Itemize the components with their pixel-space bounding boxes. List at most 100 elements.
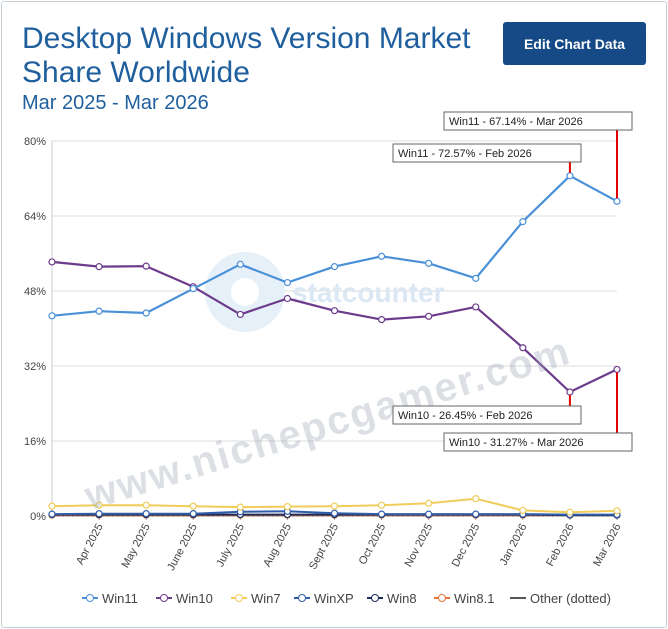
data-point-winxp: [95, 510, 103, 518]
annotation-label: Win11 - 72.57% - Feb 2026: [398, 148, 532, 160]
x-tick-label: Oct 2025: [357, 522, 389, 567]
data-point-win11: [330, 263, 339, 271]
legend-marker-icon: [160, 594, 168, 602]
legend-swatch-icon: [231, 593, 247, 603]
annotation-box: [443, 111, 633, 131]
x-tick-label: June 2025: [165, 522, 200, 573]
annotations: Win11 - 67.14% - Mar 2026 Win11 - 72.57% …: [392, 111, 633, 452]
data-point-win10: [236, 310, 244, 319]
data-point-win10: [95, 263, 103, 271]
data-point-win10: [472, 303, 480, 311]
data-point-winxp: [425, 510, 433, 518]
annotation-label: Win11 - 67.14% - Mar 2026: [449, 116, 583, 128]
data-point-winxp: [330, 509, 339, 517]
data-point-win7: [377, 501, 386, 509]
data-point-win7: [189, 502, 197, 510]
data-point-win7: [142, 501, 150, 509]
data-point-win10: [377, 315, 386, 324]
legend-marker-icon: [235, 594, 243, 602]
legend-item-win8-1[interactable]: Win8.1: [434, 588, 494, 608]
data-point-win11: [283, 278, 292, 287]
data-point-win11: [236, 260, 244, 268]
annotation-label: Win10 - 31.27% - Mar 2026: [449, 437, 584, 449]
page-title: Desktop Windows Version Market Share Wor…: [22, 22, 471, 89]
data-point-win7: [519, 506, 527, 514]
legend-label: WinXP: [314, 590, 354, 606]
y-tick-label: 48%: [24, 286, 46, 298]
data-point-win7: [48, 502, 56, 510]
legend-item-win7[interactable]: Win7: [231, 588, 281, 608]
line-chart: statcounter 0% 16% 32% 48% 64% 80% Apr 2025 May…: [24, 111, 633, 573]
legend-marker-icon: [371, 594, 379, 602]
legend-label: Win10: [176, 590, 213, 606]
y-tick-label: 32%: [24, 361, 46, 373]
x-tick-label: Feb 2026: [544, 522, 576, 569]
legend-item-win8[interactable]: Win8: [367, 588, 417, 608]
data-point-win7: [613, 507, 621, 515]
y-tick-label: 16%: [24, 436, 46, 448]
y-tick-label: 64%: [24, 211, 46, 223]
data-point-winxp: [142, 510, 150, 518]
legend-item-other-dotted[interactable]: Other (dotted): [510, 588, 611, 608]
statcounter-logo-center: [231, 278, 259, 306]
data-point-win11: [472, 274, 480, 282]
data-point-win7: [283, 503, 292, 511]
data-point-win10: [48, 258, 56, 266]
chart-legend: Win11 Win10 Win7 WinXP Win8 Win8.1 Other (dott…: [0, 588, 668, 608]
data-point-win7: [472, 495, 480, 503]
legend-item-win11[interactable]: Win11: [82, 588, 138, 608]
data-point-win10: [519, 344, 527, 352]
x-tick-label: July 2025: [214, 522, 247, 569]
data-point-win11: [48, 312, 56, 320]
data-point-win11: [377, 252, 386, 260]
data-point-win10: [330, 307, 339, 315]
data-point-win10: [283, 294, 292, 303]
x-tick-label: Nov 2025: [403, 522, 436, 569]
data-point-win11: [519, 218, 527, 226]
x-tick-label: Sept 2025: [307, 522, 341, 572]
annotation-label: Win10 - 26.45% - Feb 2026: [398, 410, 533, 422]
x-tick-label: May 2025: [120, 522, 153, 570]
x-tick-label: Mar 2026: [591, 522, 623, 569]
legend-swatch-icon: [156, 593, 172, 603]
data-point-win7: [236, 503, 244, 511]
data-point-win11: [189, 285, 197, 293]
data-point-win7: [566, 508, 574, 516]
legend-item-winxp[interactable]: WinXP: [294, 588, 354, 608]
data-point-win11: [613, 197, 621, 205]
legend-marker-icon: [298, 594, 306, 602]
data-point-win11: [95, 307, 103, 315]
annotation-box: [392, 405, 582, 425]
legend-item-win10[interactable]: Win10: [156, 588, 213, 608]
series-lines: [48, 172, 621, 519]
data-point-win10: [142, 262, 150, 270]
x-tick-label: Aug 2025: [261, 522, 294, 569]
x-tick-label: Jan 2026: [498, 522, 530, 568]
annotation-box: [443, 432, 633, 452]
data-point-winxp: [48, 510, 56, 518]
legend-swatch-icon: [294, 593, 310, 603]
data-point-win7: [330, 502, 339, 510]
data-point-win10: [566, 388, 574, 396]
data-point-winxp: [377, 510, 386, 518]
data-point-win11: [566, 172, 574, 180]
legend-swatch-icon: [367, 593, 383, 603]
x-tick-label: Dec 2025: [450, 522, 483, 569]
legend-marker-icon: [438, 594, 446, 602]
y-tick-label: 0%: [30, 511, 46, 523]
data-point-win7: [95, 501, 103, 509]
data-point-winxp: [189, 510, 197, 518]
legend-label: Win11: [102, 590, 138, 606]
data-point-win11: [142, 309, 150, 317]
data-point-win11: [425, 259, 433, 267]
y-tick-label: 80%: [24, 136, 46, 148]
annotation-box: [392, 143, 582, 163]
legend-marker-icon: [86, 594, 94, 602]
legend-label: Win8: [387, 590, 417, 606]
legend-swatch-icon: [434, 593, 450, 603]
date-range-subtitle: Mar 2025 - Mar 2026: [22, 92, 209, 114]
legend-label: Win7: [251, 590, 281, 606]
edit-chart-data-button[interactable]: Edit Chart Data: [503, 22, 646, 65]
data-point-winxp: [472, 510, 480, 518]
